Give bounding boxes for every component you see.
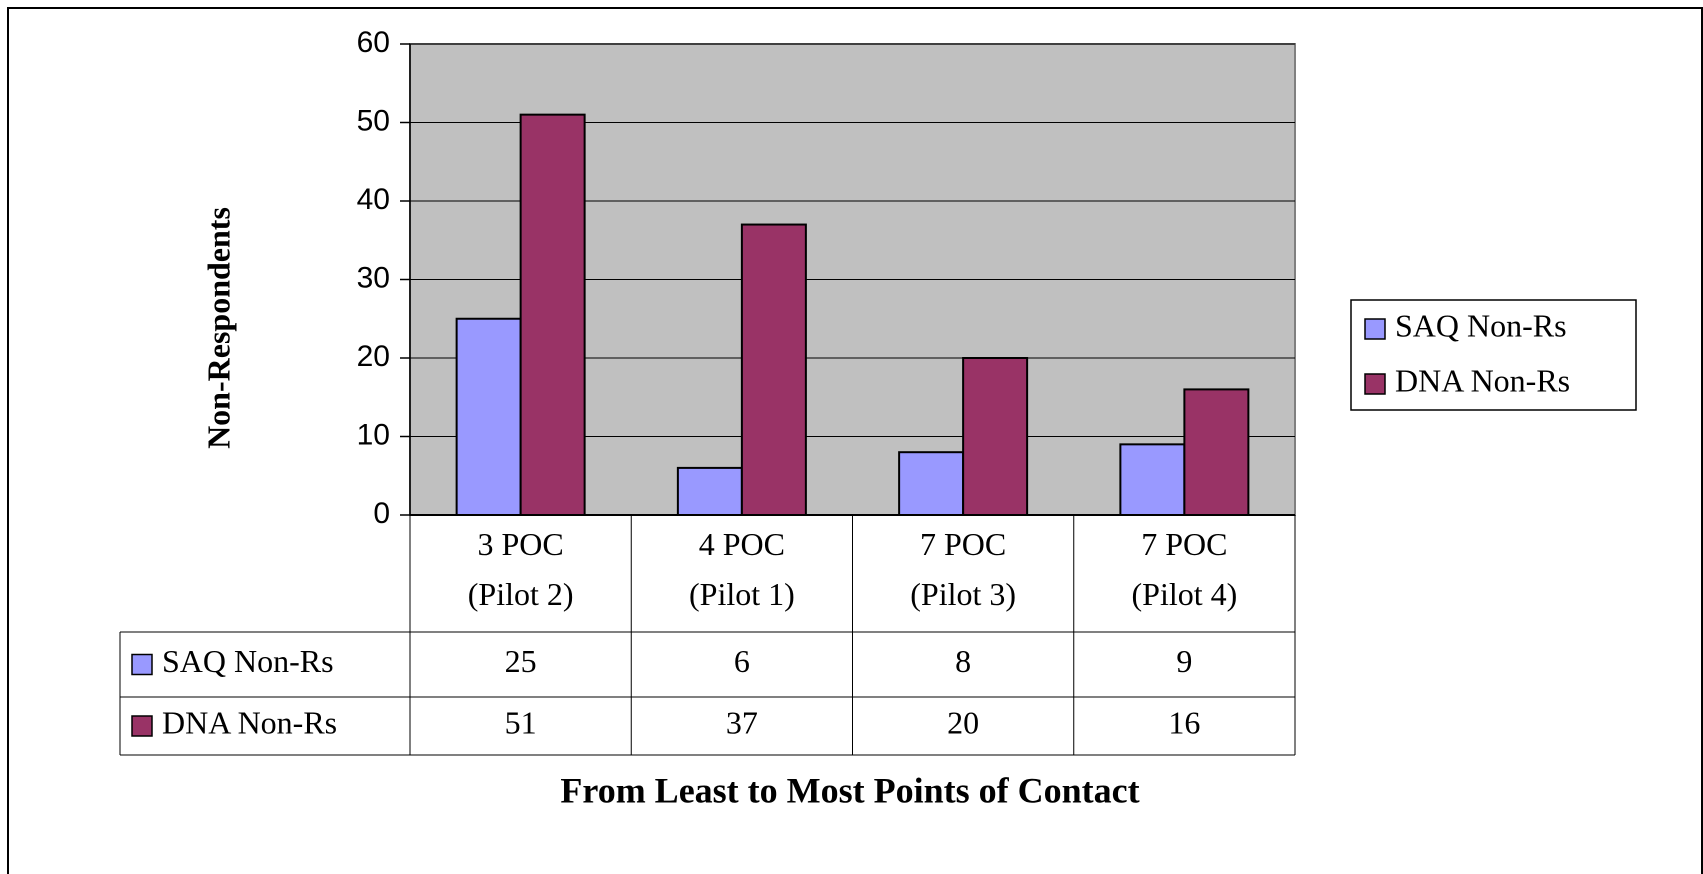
y-tick-label: 20	[357, 340, 390, 373]
table-cell: 9	[1176, 643, 1192, 679]
x-tick-label: 4 POC (Pilot 1)	[689, 526, 795, 612]
y-axis-label: Non-Respondents	[200, 207, 236, 449]
x-axis-label: From Least to Most Points of Contact	[560, 770, 1139, 810]
legend-key	[1364, 373, 1386, 395]
table-cell: 8	[955, 643, 971, 679]
bar	[1119, 443, 1186, 517]
bar	[962, 357, 1029, 516]
table-cell: 37	[726, 704, 758, 740]
x-tick-label: 7 POC (Pilot 4)	[1131, 526, 1237, 612]
y-tick-label: 10	[357, 418, 390, 451]
chart-border	[7, 7, 1703, 874]
x-tick-label: 7 POC (Pilot 3)	[910, 526, 1016, 612]
table-row-header: SAQ Non-Rs	[162, 643, 334, 679]
table-row-header: DNA Non-Rs	[162, 704, 337, 740]
legend-label: SAQ Non-Rs	[1395, 307, 1567, 343]
y-tick-label: 0	[373, 497, 390, 530]
table-cell: 25	[505, 643, 537, 679]
bar	[898, 451, 965, 517]
table-legend-key	[131, 653, 153, 676]
table-cell: 20	[947, 704, 979, 740]
bar	[455, 317, 522, 516]
legend-key	[1364, 318, 1386, 340]
bar	[1183, 388, 1250, 516]
legend-label: DNA Non-Rs	[1395, 362, 1570, 398]
y-tick-label: 60	[357, 26, 390, 59]
bar	[519, 113, 586, 517]
table-cell: 51	[505, 704, 537, 740]
y-tick-label: 40	[357, 183, 390, 216]
x-tick-label: 3 POC (Pilot 2)	[468, 526, 574, 612]
legend-box	[1350, 299, 1637, 411]
table-legend-key	[131, 715, 153, 737]
table-cell: 6	[734, 643, 750, 679]
bar	[676, 466, 743, 516]
table-cell: 16	[1168, 704, 1200, 740]
bar	[740, 223, 807, 517]
y-tick-label: 50	[357, 104, 390, 137]
y-tick-label: 30	[357, 261, 390, 294]
